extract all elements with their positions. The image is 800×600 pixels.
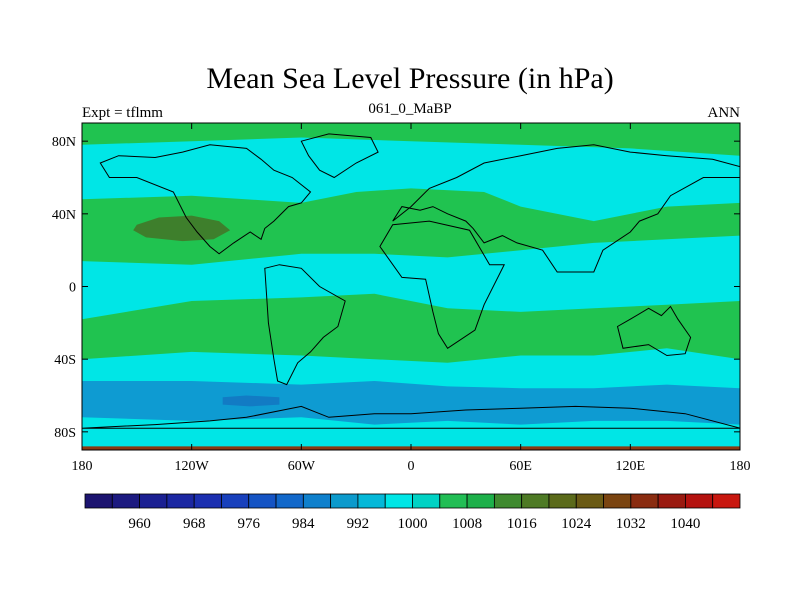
experiment-label: Expt = tflmm [82,105,163,121]
colorbar-swatch [630,493,659,509]
colorbar-label: 992 [347,516,370,532]
colorbar-swatch [657,493,686,509]
colorbar-label: 960 [128,516,151,532]
y-tick-label: 40S [54,353,76,368]
colorbar-swatch [139,493,168,509]
pressure-field-subtropical-high-north [82,188,740,265]
colorbar-swatch [111,493,140,509]
x-tick-label: 180 [72,459,93,474]
colorbar-label: 1016 [507,516,538,532]
colorbar-swatch [357,493,386,509]
pressure-field-north-pacific-high-core [133,215,231,242]
colorbar-swatch [193,493,222,509]
colorbar-swatch [439,493,468,509]
coastline-south-america [264,264,346,386]
coastline-africa [379,220,506,349]
colorbar-swatch [330,493,359,509]
colorbar-swatch [302,493,332,509]
pressure-field-southern-ocean-low-core [222,395,280,407]
colorbar-label: 976 [238,516,261,532]
colorbar-swatch [84,493,113,509]
x-tick-label: 60W [288,459,316,474]
colorbar-swatch [575,493,604,509]
x-tick-label: 120W [175,459,210,474]
colorbar-label: 968 [183,516,206,532]
x-tick-label: 180 [730,459,751,474]
colorbar-swatch [521,493,550,509]
y-tick-label: 40N [52,208,76,223]
pressure-field-southern-ocean-trough [82,381,740,425]
x-axis: 180 120W 60W 0 60E 120E 180 [72,123,751,474]
colorbar-swatch [166,493,195,509]
colorbar-swatch [412,493,441,509]
coastline-north-america [99,144,312,255]
colorbar-swatch [493,493,523,509]
y-tick-label: 0 [69,281,76,296]
colorbar-swatch [384,493,413,509]
coastline-australia [616,305,692,357]
map-area [81,122,741,451]
colorbar-label: 1024 [561,516,592,532]
colorbar-label: 1000 [398,516,428,532]
y-tick-label: 80N [52,135,76,150]
coastline-greenland [300,133,379,179]
pressure-field-subtropical-high-south [82,293,740,363]
pressure-fields [82,123,740,450]
chart-title: Mean Sea Level Pressure (in hPa) [206,62,613,95]
colorbar-swatch [221,493,250,509]
colorbar-swatch [275,493,304,509]
colorbar-swatch [712,493,741,509]
colorbar-label: 1032 [616,516,646,532]
y-tick-label: 80S [54,426,76,441]
colorbar-label: 1040 [670,516,700,532]
colorbar: 960 968 976 984 992 1000 1008 1016 1024 1032 1040 [84,493,741,532]
colorbar-label: 1008 [452,516,482,532]
pressure-field-arctic-high [82,123,740,156]
x-tick-label: 60E [509,459,532,474]
season-label: ANN [708,105,741,121]
colorbar-swatch [548,493,577,509]
colorbar-swatch [466,493,495,509]
coastline-eurasia [392,144,740,273]
coastlines [82,133,740,429]
x-tick-label: 120E [616,459,646,474]
x-tick-label: 0 [408,459,415,474]
colorbar-swatch [603,493,632,509]
colorbar-swatch [248,493,277,509]
colorbar-swatch [685,493,714,509]
time-label: 061_0_MaBP [368,101,451,117]
y-axis: 80N 40N 0 40S 80S [52,135,740,441]
coastline-antarctica [82,405,740,429]
colorbar-label: 984 [292,516,315,532]
